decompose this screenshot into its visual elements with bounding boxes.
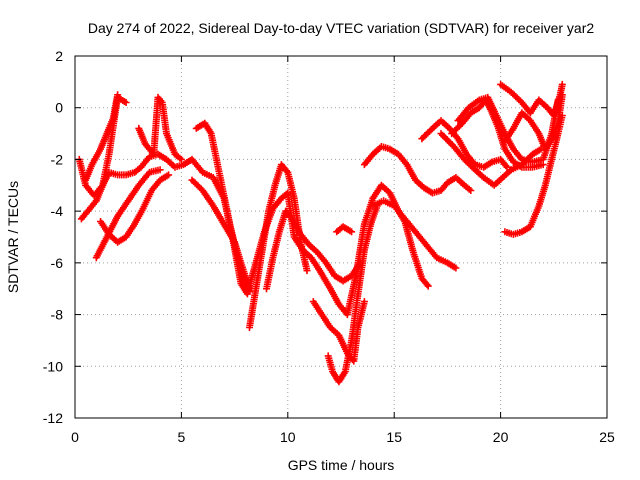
axis-ticks — [74, 55, 608, 419]
x-tick-label: 5 — [178, 429, 186, 445]
data-points — [246, 161, 311, 331]
x-tick-label: 10 — [280, 429, 296, 445]
series-track-15 — [369, 197, 460, 272]
plot-frame — [74, 55, 608, 419]
data-points — [418, 117, 511, 171]
data-points — [501, 112, 566, 238]
data-points — [501, 91, 566, 153]
data-points — [360, 143, 475, 197]
series-track-18 — [437, 130, 545, 189]
series-track-10 — [263, 207, 364, 293]
data-points — [77, 93, 130, 223]
data-points — [263, 207, 364, 293]
data-points — [188, 176, 253, 293]
data-points — [135, 93, 185, 163]
data-points — [437, 130, 545, 189]
y-tick-label: -12 — [43, 410, 63, 426]
y-tick-label: -2 — [51, 151, 64, 167]
x-axis-title: GPS time / hours — [288, 457, 395, 473]
y-tick-label: -10 — [43, 358, 63, 374]
x-tick-label: 25 — [599, 429, 615, 445]
series-track-16 — [418, 117, 511, 171]
series-track-22 — [501, 112, 566, 238]
series-track-8 — [188, 176, 253, 293]
y-tick-label: 2 — [55, 48, 63, 64]
x-tick-label: 15 — [386, 429, 402, 445]
y-tick-label: -6 — [51, 255, 64, 271]
series-track-14 — [360, 143, 475, 197]
series-track-6 — [135, 93, 185, 163]
data-points — [369, 197, 460, 272]
series-track-9 — [246, 161, 311, 331]
series-track-2 — [77, 93, 130, 223]
series-track-5 — [97, 171, 173, 246]
series-track-3 — [82, 91, 122, 184]
data-layer — [75, 80, 566, 386]
series-track-12 — [324, 202, 381, 386]
x-tick-label: 20 — [493, 429, 509, 445]
y-tick-label: -8 — [51, 307, 64, 323]
x-tick-label: 0 — [71, 429, 79, 445]
data-points — [82, 91, 122, 184]
tick-labels: 0 5 10 15 20 25 -12 -10 -8 -6 -4 -2 0 2 — [43, 48, 615, 445]
chart-title: Day 274 of 2022, Sidereal Day-to-day VTE… — [88, 20, 594, 36]
y-tick-label: 0 — [55, 100, 63, 116]
data-points — [324, 202, 381, 386]
series-track-13 — [333, 223, 356, 236]
series-track-21 — [501, 91, 566, 153]
data-points — [97, 171, 173, 246]
data-points — [333, 223, 356, 236]
y-tick-label: -4 — [51, 203, 64, 219]
y-axis-title: SDTVAR / TECUs — [5, 181, 21, 293]
